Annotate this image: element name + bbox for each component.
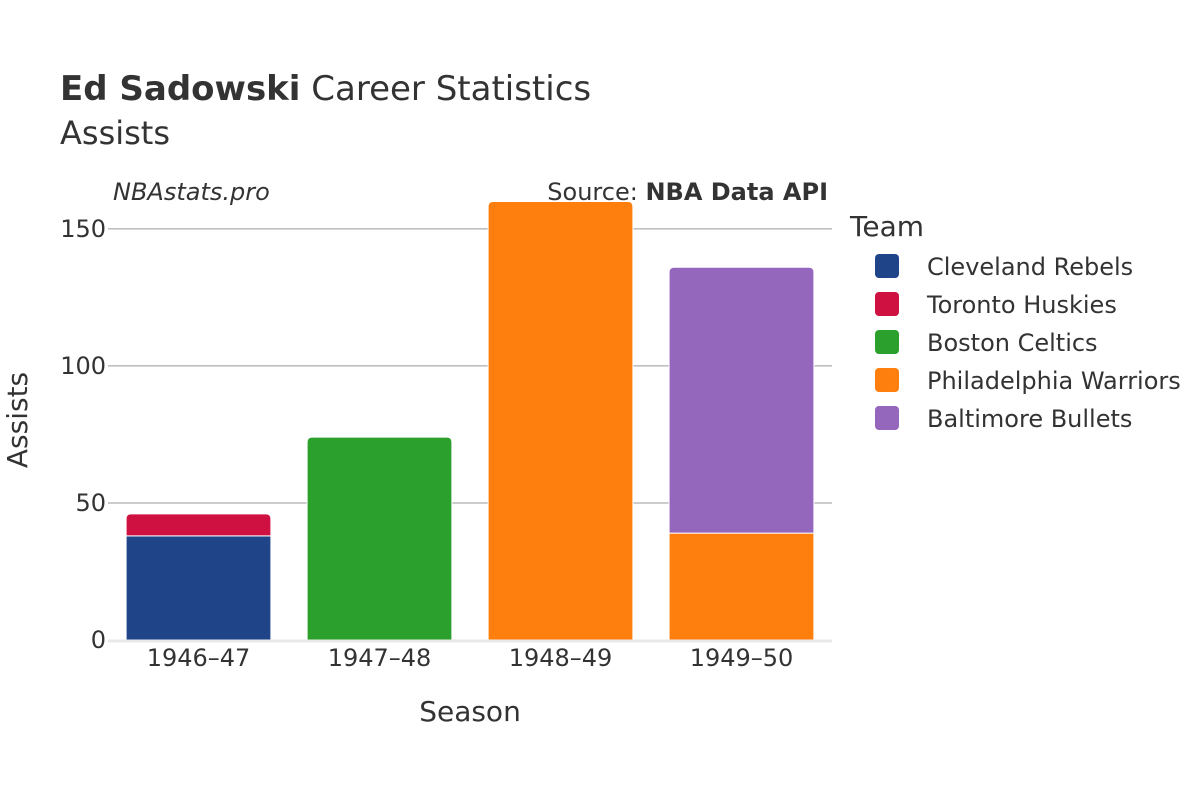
bar-boston-celtics <box>306 436 453 641</box>
chart-title: Ed Sadowski Career Statistics <box>60 69 591 109</box>
x-tick-label: 1947–48 <box>328 644 432 672</box>
legend-label: Toronto Huskies <box>926 291 1117 319</box>
x-tick-label: 1948–49 <box>509 644 613 672</box>
y-tick-label: 0 <box>91 626 106 654</box>
bar-philadelphia-warriors <box>487 200 634 641</box>
chart-subtitle: Assists <box>60 114 170 152</box>
chart-title-rest: Career Statistics <box>300 69 591 109</box>
legend-label: Baltimore Bullets <box>927 405 1132 433</box>
legend-swatch <box>875 330 899 354</box>
source-name: NBA Data API <box>645 178 828 206</box>
x-axis-title: Season <box>419 695 521 728</box>
y-tick-label: 150 <box>60 215 106 243</box>
x-tick-labels: 1946–47 1947–48 1948–49 1949–50 <box>147 644 794 672</box>
bar-baltimore-bullets <box>668 266 815 534</box>
legend-swatch <box>875 254 899 278</box>
bar-toronto-huskies <box>125 513 272 537</box>
legend-swatch <box>875 292 899 316</box>
bar-cleveland-rebels <box>125 535 272 641</box>
y-tick-labels: 0 50 100 150 <box>60 215 106 654</box>
chart-title-player: Ed Sadowski <box>60 69 300 109</box>
y-axis-title: Assists <box>1 372 34 468</box>
legend-title: Team <box>849 210 924 243</box>
bar-philadelphia-warriors <box>668 531 815 641</box>
x-tick-label: 1949–50 <box>690 644 794 672</box>
y-tick-label: 50 <box>75 489 106 517</box>
y-tick-label: 100 <box>60 352 106 380</box>
legend-label: Cleveland Rebels <box>927 253 1133 281</box>
legend-label: Philadelphia Warriors <box>927 367 1181 395</box>
watermark: NBAstats.pro <box>113 178 270 206</box>
bars <box>125 200 815 641</box>
legend-swatch <box>875 368 899 392</box>
legend-swatch <box>875 406 899 430</box>
legend: Team Cleveland Rebels Toronto Huskies Bost… <box>849 210 1181 433</box>
source-credit: Source: NBA Data API <box>547 178 828 206</box>
legend-label: Boston Celtics <box>927 329 1098 357</box>
x-tick-label: 1946–47 <box>147 644 251 672</box>
